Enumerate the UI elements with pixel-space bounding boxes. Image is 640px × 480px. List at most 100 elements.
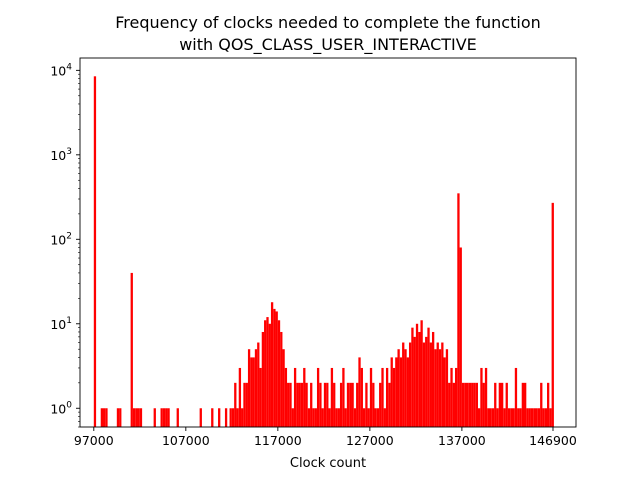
histogram-bar [296, 382, 299, 427]
histogram-bar [381, 367, 384, 427]
histogram-bar [480, 367, 483, 427]
histogram-bar [482, 382, 485, 427]
plot-area [79, 57, 577, 428]
histogram-bar [303, 367, 306, 427]
histogram-bar [119, 408, 122, 427]
histogram-bar [257, 342, 260, 427]
histogram-bar [199, 408, 202, 427]
histogram-bar [397, 349, 400, 427]
histogram-bar [441, 342, 444, 427]
histogram-bar [305, 382, 308, 427]
histogram-bar [461, 382, 465, 427]
histogram-bar [436, 342, 439, 427]
histogram-bar [342, 367, 345, 427]
histogram-bar [312, 408, 315, 427]
histogram-bar [448, 382, 451, 427]
histogram-bar [402, 342, 405, 427]
histogram-bar [247, 349, 251, 427]
histogram-bar [530, 408, 534, 427]
x-tick-label: 97000 [74, 433, 114, 448]
histogram-bar [326, 382, 329, 427]
histogram-bar [328, 408, 331, 427]
chart-title-line-1: Frequency of clocks needed to complete t… [115, 13, 541, 32]
histogram-bar [218, 408, 221, 427]
histogram-bar [153, 408, 156, 427]
histogram-bar [408, 342, 412, 427]
histogram-bar [542, 408, 545, 427]
histogram-bar [358, 357, 361, 427]
histogram-bar [452, 382, 455, 427]
histogram-bar [289, 382, 292, 427]
histogram-bar [335, 408, 338, 427]
histogram-bar [438, 349, 442, 427]
histogram-bar [457, 193, 460, 427]
histogram-bar [337, 408, 340, 427]
histogram-bar [376, 408, 380, 427]
histogram-bar [415, 323, 419, 427]
histogram-bar [367, 408, 370, 427]
histogram-bar [236, 408, 239, 427]
histogram-bar [135, 408, 138, 427]
histogram-bar [425, 336, 428, 427]
histogram-bar [464, 382, 467, 427]
histogram-bar [445, 349, 449, 427]
x-axis-label: Clock count [290, 456, 366, 471]
histogram-bar [351, 382, 354, 427]
histogram-bar [93, 76, 97, 427]
histogram-bar [224, 408, 228, 427]
histogram-bar [307, 408, 311, 427]
histogram-bar [510, 408, 513, 427]
histogram-bar [261, 331, 265, 427]
y-tick-label: 100 [50, 400, 72, 416]
histogram-bar [549, 408, 552, 427]
histogram-bar [275, 311, 278, 427]
histogram-bar [264, 320, 267, 427]
histogram-bar [105, 408, 108, 427]
histogram-bar [390, 357, 393, 427]
histogram-bar [330, 367, 334, 427]
histogram-bar [494, 382, 497, 427]
histogram-bar [427, 327, 430, 427]
histogram-bar [418, 331, 421, 427]
histogram-bar [167, 408, 170, 427]
y-axis-ticks: 100 101 102 103 104 [50, 62, 80, 428]
histogram-bar [130, 272, 133, 427]
histogram-bar [395, 357, 398, 427]
x-tick-label: 137000 [438, 433, 486, 448]
histogram-bar [282, 349, 285, 427]
histogram-bar [392, 367, 396, 427]
histogram-bar [524, 382, 527, 427]
histogram-bar [137, 408, 140, 427]
x-axis-ticks: 97000 107000 117000 127000 137000 146900 [74, 427, 577, 448]
histogram-bar [537, 408, 541, 427]
histogram-bar [270, 302, 274, 427]
histogram-bar [489, 408, 492, 427]
histogram-bar [383, 408, 386, 427]
histogram-bar [528, 408, 531, 427]
histogram-bar [429, 342, 432, 427]
histogram-bar [243, 382, 246, 427]
histogram-bar [388, 382, 391, 427]
histogram-bar [459, 247, 462, 427]
histogram-bar [491, 408, 495, 427]
histogram-bar [473, 382, 476, 427]
histogram-bar [250, 357, 253, 427]
histogram-bar [551, 202, 554, 427]
histogram-bar [507, 408, 511, 427]
histogram-bar [273, 308, 276, 427]
histogram-bar [229, 408, 232, 427]
histogram-bar [254, 349, 258, 427]
histogram-bar [103, 408, 106, 427]
histogram-bar [165, 408, 168, 427]
histogram-bar [411, 327, 414, 427]
histogram-bar [139, 408, 143, 427]
histogram-bar [266, 317, 269, 427]
histogram-bar [521, 382, 525, 427]
histogram-bar [422, 342, 426, 427]
histogram-bar [132, 408, 136, 427]
chart-title-line-2: with QOS_CLASS_USER_INTERACTIVE [179, 35, 477, 55]
histogram-bar [406, 357, 409, 427]
x-tick-label: 146900 [529, 433, 577, 448]
histogram-bar [310, 382, 313, 427]
histogram-bar [413, 336, 416, 427]
